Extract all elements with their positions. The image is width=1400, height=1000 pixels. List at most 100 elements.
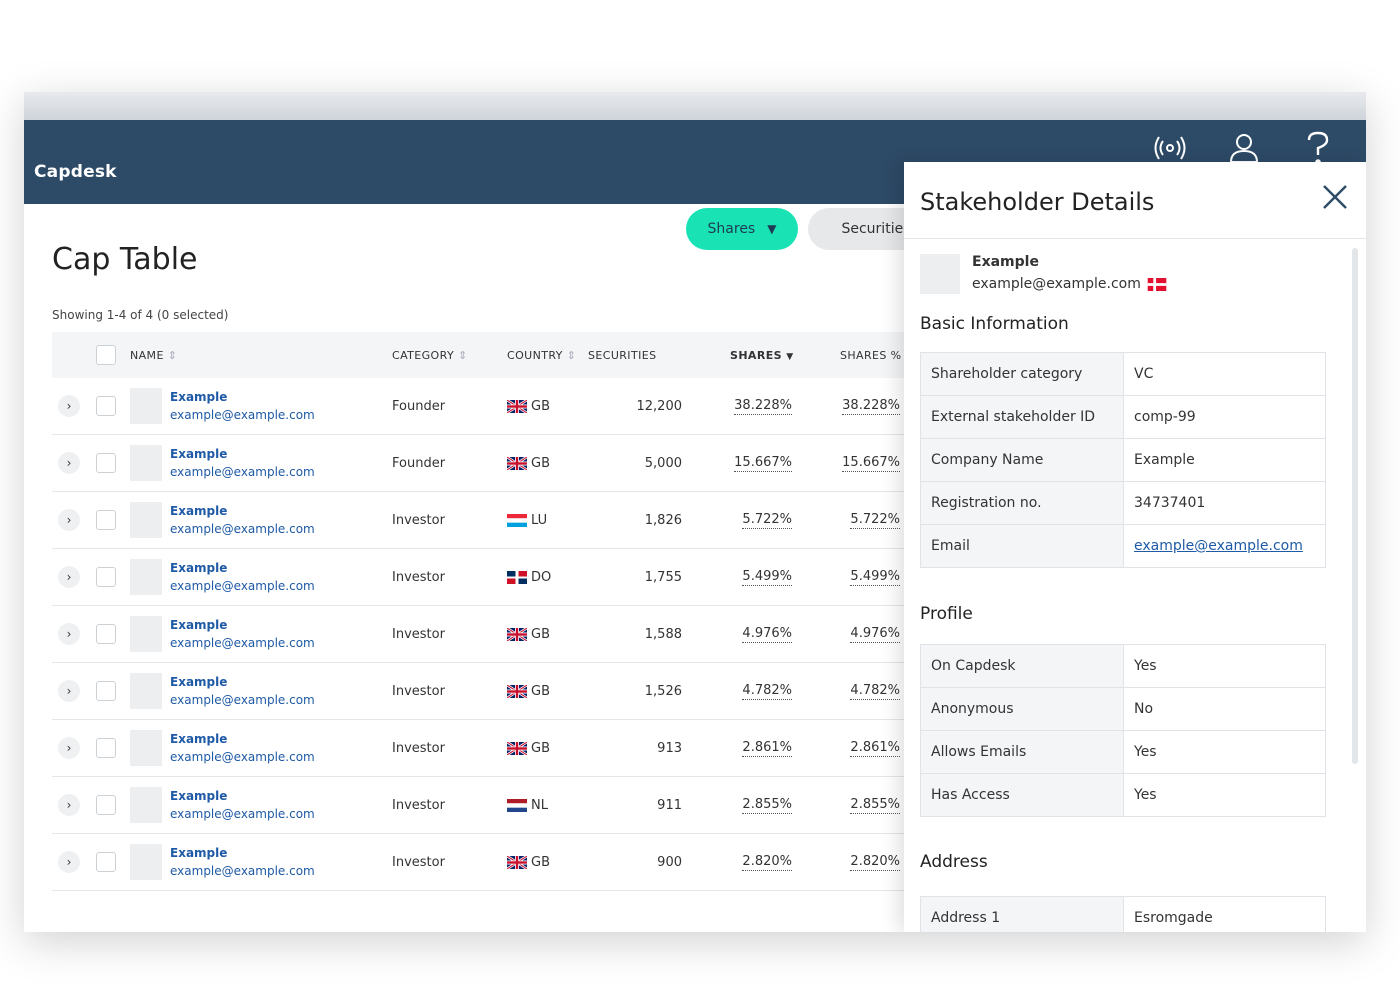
securities-cell: 5,000	[644, 455, 682, 471]
securities-cell: 1,588	[644, 626, 682, 642]
detail-key: Registration no.	[921, 482, 1124, 524]
table-row[interactable]: › Example example@example.com Founder GB…	[52, 435, 904, 492]
header-name[interactable]: NAME ⇕	[130, 348, 178, 362]
expand-row-button[interactable]: ›	[58, 663, 80, 719]
row-checkbox[interactable]	[96, 777, 116, 833]
showing-count: Showing 1-4 of 4 (0 selected)	[52, 308, 229, 322]
stakeholder-name-link[interactable]: Example	[170, 789, 228, 803]
row-checkbox[interactable]	[96, 492, 116, 548]
panel-title: Stakeholder Details	[920, 188, 1155, 216]
stakeholder-email-link[interactable]: example@example.com	[170, 636, 315, 650]
table-row[interactable]: › Example example@example.com Investor G…	[52, 834, 904, 891]
detail-row: Company Name Example	[921, 439, 1325, 482]
shares-pct-cell: 2.855%	[812, 777, 900, 833]
row-avatar	[130, 606, 162, 662]
shares-value[interactable]: 5.722%	[742, 511, 792, 529]
stakeholder-email-link[interactable]: example@example.com	[170, 807, 315, 821]
chevron-right-icon: ›	[58, 794, 80, 816]
table-row[interactable]: › Example example@example.com Investor G…	[52, 663, 904, 720]
stakeholder-email-link[interactable]: example@example.com	[170, 522, 315, 536]
expand-row-button[interactable]: ›	[58, 549, 80, 605]
table-row[interactable]: › Example example@example.com Investor D…	[52, 549, 904, 606]
stakeholder-cell: Example example@example.com	[170, 492, 315, 548]
chevron-right-icon: ›	[58, 395, 80, 417]
expand-row-button[interactable]: ›	[58, 435, 80, 491]
user-icon[interactable]	[1224, 128, 1264, 168]
shares-value[interactable]: 5.499%	[742, 568, 792, 586]
shares-pct-value[interactable]: 15.667%	[842, 454, 900, 472]
stakeholder-email-link[interactable]: example@example.com	[170, 579, 315, 593]
expand-row-button[interactable]: ›	[58, 606, 80, 662]
header-shares[interactable]: SHARES ▼	[730, 348, 794, 362]
shares-pct-value[interactable]: 2.855%	[850, 796, 900, 814]
capdesk-logo[interactable]: Capdesk	[34, 162, 117, 182]
shares-pct-value[interactable]: 2.820%	[850, 853, 900, 871]
select-all-checkbox[interactable]	[96, 345, 116, 365]
stakeholder-name-link[interactable]: Example	[170, 618, 228, 632]
shares-pct-value[interactable]: 5.499%	[850, 568, 900, 586]
flag-do-icon	[507, 570, 527, 584]
header-shares-pct[interactable]: SHARES %	[840, 348, 902, 362]
detail-value-link[interactable]: example@example.com	[1134, 538, 1303, 554]
expand-row-button[interactable]: ›	[58, 378, 80, 434]
shares-value[interactable]: 2.861%	[742, 739, 792, 757]
header-category[interactable]: CATEGORY ⇕	[392, 348, 468, 362]
row-checkbox[interactable]	[96, 378, 116, 434]
shares-pct-value[interactable]: 38.228%	[842, 397, 900, 415]
shares-value[interactable]: 4.976%	[742, 625, 792, 643]
stakeholder-name-link[interactable]: Example	[170, 447, 228, 461]
category-cell: Founder	[392, 398, 446, 414]
header-country[interactable]: COUNTRY ⇕	[507, 348, 577, 362]
broadcast-icon[interactable]	[1150, 128, 1190, 168]
row-checkbox[interactable]	[96, 549, 116, 605]
shares-value[interactable]: 15.667%	[734, 454, 792, 472]
stakeholder-email-link[interactable]: example@example.com	[170, 750, 315, 764]
stakeholder-name-link[interactable]: Example	[170, 732, 228, 746]
row-checkbox[interactable]	[96, 435, 116, 491]
stakeholder-email-link[interactable]: example@example.com	[170, 465, 315, 479]
table-row[interactable]: › Example example@example.com Investor L…	[52, 492, 904, 549]
shares-value[interactable]: 2.855%	[742, 796, 792, 814]
panel-scrollbar[interactable]	[1352, 248, 1358, 764]
stakeholder-name-link[interactable]: Example	[170, 504, 228, 518]
shares-value[interactable]: 38.228%	[734, 397, 792, 415]
shares-pct-value[interactable]: 4.976%	[850, 625, 900, 643]
stakeholder-email-link[interactable]: example@example.com	[170, 864, 315, 878]
address-title: Address	[920, 852, 988, 872]
shares-pct-cell: 15.667%	[812, 435, 900, 491]
shares-pct-value[interactable]: 4.782%	[850, 682, 900, 700]
page-title: Cap Table	[52, 242, 198, 277]
stakeholder-email-link[interactable]: example@example.com	[170, 408, 315, 422]
stakeholder-name-link[interactable]: Example	[170, 390, 228, 404]
close-icon[interactable]	[1320, 182, 1350, 212]
detail-row: Anonymous No	[921, 688, 1325, 731]
detail-key: On Capdesk	[921, 645, 1124, 687]
row-checkbox[interactable]	[96, 834, 116, 890]
shares-value[interactable]: 4.782%	[742, 682, 792, 700]
shares-pct-cell: 38.228%	[812, 378, 900, 434]
header-securities[interactable]: SECURITIES	[588, 348, 657, 362]
stakeholder-name-link[interactable]: Example	[170, 846, 228, 860]
table-row[interactable]: › Example example@example.com Founder GB…	[52, 378, 904, 435]
row-avatar	[130, 492, 162, 548]
shares-toggle-button[interactable]: Shares ▼	[686, 208, 798, 250]
row-checkbox[interactable]	[96, 720, 116, 776]
chevron-right-icon: ›	[58, 566, 80, 588]
stakeholder-name-link[interactable]: Example	[170, 675, 228, 689]
expand-row-button[interactable]: ›	[58, 834, 80, 890]
detail-value: VC	[1134, 366, 1154, 382]
table-row[interactable]: › Example example@example.com Investor G…	[52, 606, 904, 663]
shares-pct-value[interactable]: 2.861%	[850, 739, 900, 757]
shares-pct-value[interactable]: 5.722%	[850, 511, 900, 529]
expand-row-button[interactable]: ›	[58, 720, 80, 776]
stakeholder-name-link[interactable]: Example	[170, 561, 228, 575]
row-checkbox[interactable]	[96, 606, 116, 662]
row-checkbox[interactable]	[96, 663, 116, 719]
expand-row-button[interactable]: ›	[58, 777, 80, 833]
table-row[interactable]: › Example example@example.com Investor N…	[52, 777, 904, 834]
stakeholder-email-link[interactable]: example@example.com	[170, 693, 315, 707]
detail-key: Anonymous	[921, 688, 1124, 730]
expand-row-button[interactable]: ›	[58, 492, 80, 548]
table-row[interactable]: › Example example@example.com Investor G…	[52, 720, 904, 777]
shares-value[interactable]: 2.820%	[742, 853, 792, 871]
